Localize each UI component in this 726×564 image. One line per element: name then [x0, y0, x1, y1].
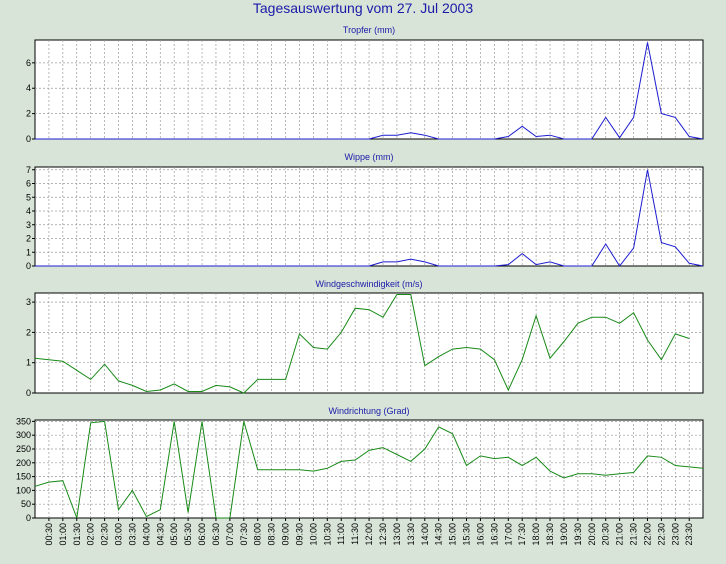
y-tick-label: 0 — [26, 388, 31, 398]
series-line — [34, 294, 690, 394]
y-tick-label: 250 — [16, 444, 31, 454]
x-tick-label: 11:30 — [350, 523, 360, 545]
chart-title: Windrichtung (Grad) — [328, 406, 409, 416]
x-tick-label: 03:00 — [114, 523, 124, 546]
y-tick-label: 0 — [26, 261, 31, 271]
y-tick-label: 2 — [26, 234, 31, 244]
x-tick-label: 13:00 — [392, 523, 402, 546]
x-tick-label: 20:30 — [601, 523, 611, 546]
x-tick-label: 04:00 — [141, 523, 151, 546]
series-line — [35, 42, 704, 140]
y-tick-label: 1 — [26, 247, 31, 257]
y-tick-label: 5 — [26, 192, 31, 202]
x-tick-label: 14:30 — [434, 523, 444, 546]
y-tick-label: 150 — [16, 472, 31, 482]
x-tick-label: 23:00 — [670, 523, 680, 546]
x-tick-label: 12:30 — [378, 523, 388, 546]
x-tick-label: 10:30 — [322, 523, 332, 546]
chart-title: Wippe (mm) — [345, 152, 394, 162]
y-tick-label: 50 — [21, 499, 31, 509]
x-tick-label: 22:00 — [642, 523, 652, 546]
x-tick-label: 17:00 — [503, 523, 513, 546]
x-tick-label: 06:00 — [197, 523, 207, 546]
y-tick-label: 4 — [26, 206, 31, 216]
x-tick-label: 09:30 — [294, 523, 304, 546]
y-tick-label: 2 — [26, 109, 31, 119]
y-tick-label: 1 — [26, 358, 31, 368]
y-tick-label: 350 — [16, 416, 31, 426]
x-tick-label: 02:00 — [86, 523, 96, 546]
x-tick-label: 15:00 — [448, 523, 458, 546]
x-tick-label: 06:30 — [211, 523, 221, 546]
x-tick-label: 22:30 — [656, 523, 666, 546]
x-tick-label: 01:30 — [72, 523, 82, 546]
x-tick-label: 08:30 — [267, 523, 277, 546]
x-tick-label: 08:00 — [253, 523, 263, 546]
x-tick-label: 09:00 — [281, 523, 291, 546]
x-tick-label: 07:00 — [225, 523, 235, 546]
x-tick-label: 05:30 — [183, 523, 193, 546]
x-tick-label: 14:00 — [420, 523, 430, 546]
x-tick-label: 18:00 — [531, 523, 541, 546]
x-tick-label: 17:30 — [517, 523, 527, 546]
x-tick-label: 03:30 — [127, 523, 137, 546]
x-tick-label: 11:00 — [336, 523, 346, 545]
y-tick-label: 200 — [16, 458, 31, 468]
chart-title: Windgeschwindigkeit (m/s) — [315, 279, 422, 289]
page-title: Tagesauswertung vom 27. Jul 2003 — [252, 0, 474, 16]
y-tick-label: 2 — [26, 327, 31, 337]
x-tick-label: 18:30 — [545, 523, 555, 546]
x-tick-label: 19:00 — [559, 523, 569, 546]
x-tick-label: 01:00 — [58, 523, 68, 546]
chart-title: Tropfer (mm) — [343, 25, 395, 35]
x-tick-label: 23:30 — [684, 523, 694, 546]
x-tick-label: 16:00 — [475, 523, 485, 546]
x-tick-label: 19:30 — [573, 523, 583, 546]
series-line — [35, 169, 704, 267]
x-tick-label: 20:00 — [587, 523, 597, 546]
x-tick-label: 07:30 — [239, 523, 249, 546]
y-tick-label: 7 — [26, 165, 31, 175]
x-tick-label: 02:30 — [100, 523, 110, 546]
x-tick-label: 13:30 — [406, 523, 416, 546]
y-tick-label: 4 — [26, 83, 31, 93]
y-tick-label: 3 — [26, 220, 31, 230]
series-line — [34, 420, 704, 519]
y-tick-label: 3 — [26, 297, 31, 307]
x-tick-label: 10:00 — [308, 523, 318, 546]
y-tick-label: 300 — [16, 430, 31, 440]
x-tick-label: 12:00 — [364, 523, 374, 546]
x-tick-label: 16:30 — [489, 523, 499, 546]
x-tick-label: 04:30 — [155, 523, 165, 546]
y-tick-label: 6 — [26, 179, 31, 189]
x-tick-label: 00:30 — [44, 523, 54, 546]
x-tick-label: 21:00 — [615, 523, 625, 546]
y-tick-label: 0 — [26, 134, 31, 144]
x-tick-label: 21:30 — [629, 523, 639, 546]
y-tick-label: 6 — [26, 58, 31, 68]
x-tick-label: 15:30 — [462, 523, 472, 546]
y-tick-label: 100 — [16, 485, 31, 495]
x-tick-label: 05:00 — [169, 523, 179, 546]
y-tick-label: 0 — [26, 513, 31, 523]
